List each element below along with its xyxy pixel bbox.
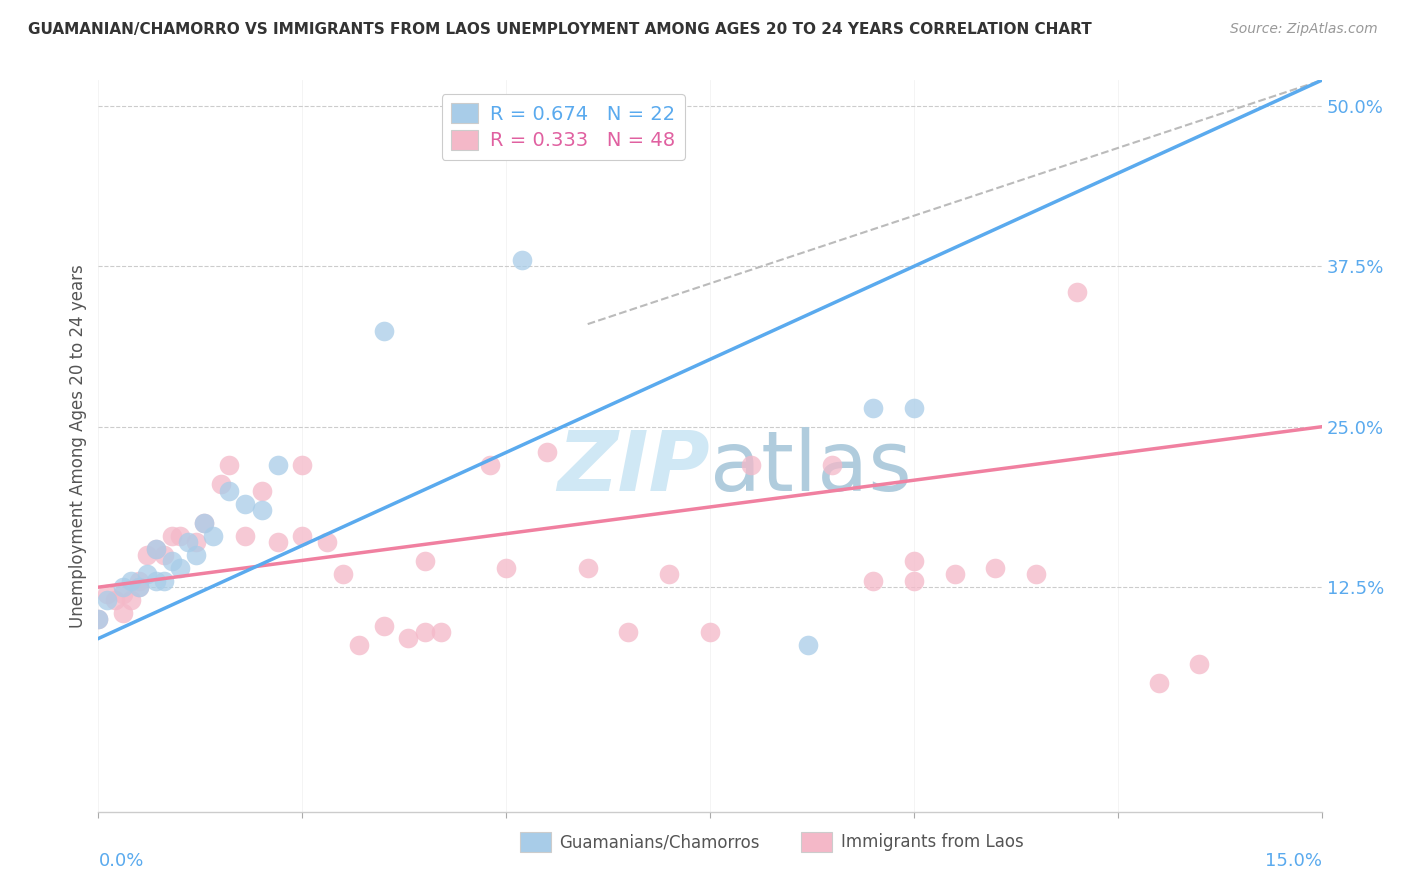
Text: 0.0%: 0.0% bbox=[98, 852, 143, 870]
Point bbox=[658, 567, 681, 582]
Point bbox=[120, 593, 142, 607]
Point bbox=[152, 574, 174, 588]
Point bbox=[396, 632, 419, 646]
Point bbox=[169, 561, 191, 575]
Point bbox=[128, 580, 150, 594]
Point bbox=[291, 458, 314, 473]
Point bbox=[903, 401, 925, 415]
Point bbox=[617, 625, 640, 640]
Text: GUAMANIAN/CHAMORRO VS IMMIGRANTS FROM LAOS UNEMPLOYMENT AMONG AGES 20 TO 24 YEAR: GUAMANIAN/CHAMORRO VS IMMIGRANTS FROM LA… bbox=[28, 22, 1092, 37]
Point bbox=[193, 516, 215, 530]
Point bbox=[315, 535, 337, 549]
Point bbox=[201, 529, 224, 543]
Point bbox=[169, 529, 191, 543]
Point bbox=[218, 458, 240, 473]
Point bbox=[349, 638, 371, 652]
Point bbox=[267, 535, 290, 549]
Point bbox=[233, 497, 256, 511]
Point bbox=[87, 612, 110, 626]
Point bbox=[413, 625, 436, 640]
Point bbox=[1066, 285, 1088, 299]
Point bbox=[903, 574, 925, 588]
Legend: R = 0.674   N = 22, R = 0.333   N = 48: R = 0.674 N = 22, R = 0.333 N = 48 bbox=[441, 94, 685, 160]
Point bbox=[177, 535, 200, 549]
Point bbox=[111, 586, 134, 600]
Point bbox=[145, 541, 167, 556]
Point bbox=[1025, 567, 1047, 582]
Point bbox=[96, 593, 118, 607]
Point bbox=[128, 580, 150, 594]
Point bbox=[495, 561, 517, 575]
Point bbox=[152, 548, 174, 562]
Point bbox=[332, 567, 354, 582]
Point bbox=[87, 612, 110, 626]
Point bbox=[160, 554, 183, 568]
Point bbox=[145, 574, 167, 588]
Point bbox=[120, 574, 142, 588]
Point bbox=[1188, 657, 1211, 672]
Point bbox=[943, 567, 966, 582]
Point bbox=[536, 445, 558, 459]
Point bbox=[984, 561, 1007, 575]
Text: Guamanians/Chamorros: Guamanians/Chamorros bbox=[560, 833, 761, 851]
Point bbox=[250, 503, 273, 517]
Point bbox=[740, 458, 762, 473]
Point bbox=[104, 593, 127, 607]
Point bbox=[862, 574, 884, 588]
Point bbox=[250, 483, 273, 498]
Point bbox=[218, 483, 240, 498]
Y-axis label: Unemployment Among Ages 20 to 24 years: Unemployment Among Ages 20 to 24 years bbox=[69, 264, 87, 628]
Point bbox=[1147, 676, 1170, 690]
Point bbox=[512, 252, 534, 267]
Text: 15.0%: 15.0% bbox=[1264, 852, 1322, 870]
Point bbox=[373, 324, 395, 338]
Point bbox=[430, 625, 453, 640]
Point bbox=[111, 606, 134, 620]
Point bbox=[797, 638, 820, 652]
Point bbox=[136, 567, 159, 582]
Point bbox=[96, 586, 118, 600]
Point bbox=[576, 561, 599, 575]
Point bbox=[193, 516, 215, 530]
Text: atlas: atlas bbox=[710, 427, 911, 508]
Text: Immigrants from Laos: Immigrants from Laos bbox=[841, 833, 1024, 851]
Point bbox=[478, 458, 501, 473]
Point bbox=[209, 477, 232, 491]
Point bbox=[128, 574, 150, 588]
Point bbox=[186, 535, 208, 549]
Point bbox=[145, 541, 167, 556]
Point bbox=[903, 554, 925, 568]
Point bbox=[111, 580, 134, 594]
Point bbox=[186, 548, 208, 562]
Point bbox=[413, 554, 436, 568]
Point bbox=[862, 401, 884, 415]
Point bbox=[373, 618, 395, 632]
Point bbox=[291, 529, 314, 543]
Point bbox=[699, 625, 721, 640]
Point bbox=[160, 529, 183, 543]
Point bbox=[267, 458, 290, 473]
Point bbox=[136, 548, 159, 562]
Text: ZIP: ZIP bbox=[557, 427, 710, 508]
Point bbox=[821, 458, 844, 473]
Text: Source: ZipAtlas.com: Source: ZipAtlas.com bbox=[1230, 22, 1378, 37]
Point bbox=[233, 529, 256, 543]
